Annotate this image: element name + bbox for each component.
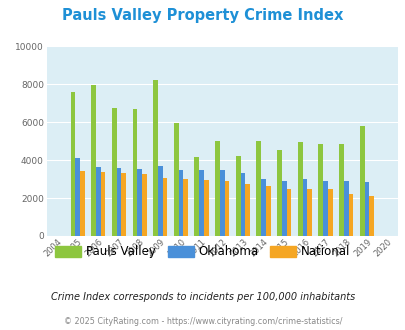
- Bar: [203, 180, 208, 236]
- Bar: [121, 173, 126, 236]
- Bar: [359, 126, 364, 236]
- Bar: [256, 141, 260, 236]
- Bar: [281, 181, 286, 236]
- Bar: [327, 189, 332, 236]
- Bar: [178, 170, 183, 236]
- Bar: [338, 144, 343, 236]
- Bar: [132, 109, 137, 236]
- Text: © 2025 CityRating.com - https://www.cityrating.com/crime-statistics/: © 2025 CityRating.com - https://www.city…: [64, 317, 341, 326]
- Bar: [220, 170, 224, 236]
- Bar: [70, 92, 75, 236]
- Bar: [322, 181, 327, 236]
- Bar: [91, 85, 96, 236]
- Bar: [183, 179, 188, 236]
- Bar: [173, 123, 178, 236]
- Bar: [224, 181, 229, 236]
- Bar: [142, 174, 147, 236]
- Bar: [100, 172, 105, 236]
- Bar: [348, 194, 352, 236]
- Bar: [235, 156, 240, 236]
- Bar: [286, 188, 291, 236]
- Bar: [194, 157, 199, 236]
- Bar: [245, 184, 249, 236]
- Bar: [162, 178, 167, 236]
- Bar: [343, 181, 348, 236]
- Bar: [215, 141, 220, 236]
- Bar: [137, 169, 142, 236]
- Bar: [75, 158, 80, 236]
- Bar: [364, 182, 369, 236]
- Bar: [153, 81, 158, 236]
- Bar: [369, 196, 373, 236]
- Bar: [199, 170, 203, 236]
- Bar: [96, 167, 100, 236]
- Bar: [112, 108, 116, 236]
- Bar: [265, 186, 270, 236]
- Bar: [260, 179, 265, 236]
- Bar: [318, 144, 322, 236]
- Bar: [307, 189, 311, 236]
- Legend: Pauls Valley, Oklahoma, National: Pauls Valley, Oklahoma, National: [51, 241, 354, 263]
- Bar: [277, 149, 281, 236]
- Text: Pauls Valley Property Crime Index: Pauls Valley Property Crime Index: [62, 8, 343, 23]
- Bar: [116, 168, 121, 236]
- Text: Crime Index corresponds to incidents per 100,000 inhabitants: Crime Index corresponds to incidents per…: [51, 292, 354, 302]
- Bar: [80, 172, 85, 236]
- Bar: [240, 173, 245, 236]
- Bar: [297, 142, 302, 236]
- Bar: [302, 179, 307, 236]
- Bar: [158, 166, 162, 236]
